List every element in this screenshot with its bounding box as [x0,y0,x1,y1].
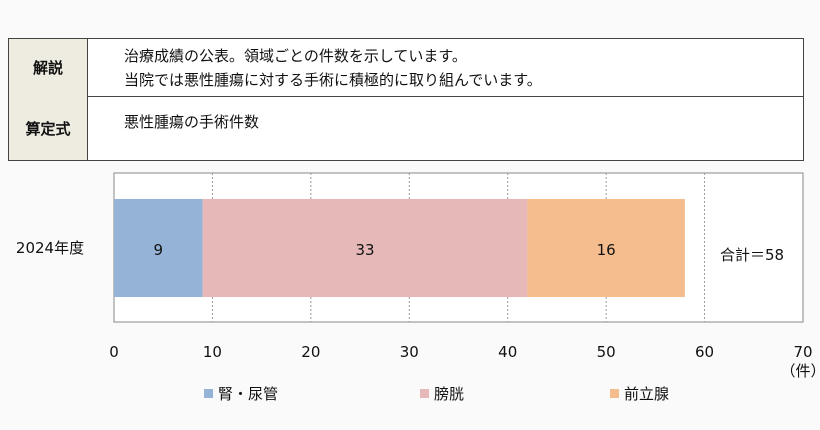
x-tick-label: 30 [400,343,419,361]
x-tick-label: 0 [109,343,119,361]
x-tick-label: 70 [793,343,812,361]
bar-segment [527,199,685,297]
legend-label: 前立腺 [624,385,669,403]
x-tick-label: 60 [695,343,714,361]
x-tick-label: 50 [597,343,616,361]
legend-swatch [420,389,429,398]
x-unit-label: （件） [780,362,820,380]
x-tick-label: 10 [203,343,222,361]
legend-swatch [610,389,619,398]
legend-label: 腎・尿管 [218,385,278,403]
data-label: 33 [355,241,374,259]
table-row-description: 解説 治療成績の公表。領域ごとの件数を示しています。 当院では悪性腫瘍に対する手… [9,39,803,97]
row-text: 治療成績の公表。領域ごとの件数を示しています。 当院では悪性腫瘍に対する手術に積… [88,39,542,96]
bar-segment [114,199,203,297]
description-line: 当院では悪性腫瘍に対する手術に積極的に取り組んでいます。 [124,70,542,89]
table-row-formula: 算定式 悪性腫瘍の手術件数 [9,96,803,160]
legend-label: 膀胱 [434,385,464,403]
category-label: 2024年度 [16,239,84,257]
description-line: 治療成績の公表。領域ごとの件数を示しています。 [124,46,467,65]
row-text: 悪性腫瘍の手術件数 [88,96,259,160]
row-label: 解説 [9,39,88,96]
data-label: 9 [154,241,164,259]
bar-segment [202,199,528,297]
data-label: 16 [597,241,616,259]
total-label: 合計＝58 [720,246,784,264]
legend-swatch [204,389,213,398]
row-label: 算定式 [9,96,88,160]
formula-line: 悪性腫瘍の手術件数 [124,113,260,131]
x-tick-label: 40 [498,343,517,361]
x-tick-label: 20 [301,343,320,361]
info-table: 解説 治療成績の公表。領域ごとの件数を示しています。 当院では悪性腫瘍に対する手… [8,38,804,161]
